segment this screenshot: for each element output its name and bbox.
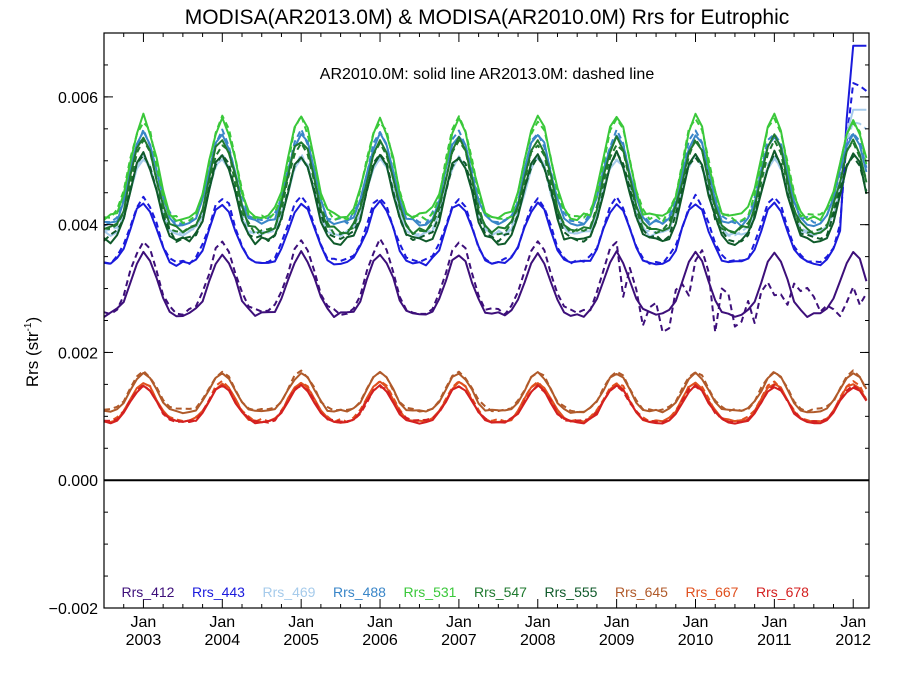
x-tick-month: Jan bbox=[131, 614, 157, 631]
legend-entry-rrs-443: Rrs_443 bbox=[192, 584, 245, 600]
legend-entry-rrs-469: Rrs_469 bbox=[263, 584, 316, 600]
x-tick-year: 2010 bbox=[678, 632, 714, 649]
y-axis-label-end: ) bbox=[23, 317, 42, 323]
series-line-rrs-645-dashed bbox=[103, 369, 868, 413]
x-axis: Jan2003Jan2004Jan2005Jan2006Jan2007Jan20… bbox=[123, 33, 871, 649]
x-tick-month: Jan bbox=[367, 614, 393, 631]
legend-entry-rrs-678: Rrs_678 bbox=[756, 584, 809, 600]
series-lines bbox=[103, 44, 868, 425]
x-tick-year: 2006 bbox=[362, 632, 398, 649]
y-tick-label: 0.002 bbox=[58, 345, 98, 362]
series-line-rrs-547-dashed bbox=[103, 137, 868, 236]
legend-entry-rrs-645: Rrs_645 bbox=[615, 584, 668, 600]
y-axis-label: Rrs (str-1) bbox=[23, 317, 42, 387]
x-tick-month: Jan bbox=[840, 614, 866, 631]
x-tick-year: 2012 bbox=[835, 632, 871, 649]
x-tick-year: 2011 bbox=[757, 632, 792, 649]
x-tick-year: 2004 bbox=[205, 632, 241, 649]
series-line-rrs-555-dashed bbox=[103, 151, 868, 243]
x-tick-year: 2003 bbox=[126, 632, 162, 649]
x-tick-month: Jan bbox=[761, 614, 787, 631]
x-tick-month: Jan bbox=[209, 614, 235, 631]
y-axis-label-main: Rrs (str bbox=[23, 331, 42, 387]
legend-entry-rrs-488: Rrs_488 bbox=[333, 584, 386, 600]
x-tick-year: 2005 bbox=[283, 632, 319, 649]
legend-entry-rrs-547: Rrs_547 bbox=[474, 584, 527, 600]
series-line-rrs-412-solid bbox=[103, 250, 868, 318]
y-axis-label-sup: -1 bbox=[23, 322, 34, 331]
x-tick-year: 2009 bbox=[599, 632, 635, 649]
legend-entry-rrs-667: Rrs_667 bbox=[686, 584, 739, 600]
x-tick-month: Jan bbox=[446, 614, 472, 631]
y-axis: −0.002 0.000 0.002 0.004 0.006 bbox=[49, 32, 869, 618]
legend-entry-rrs-555: Rrs_555 bbox=[545, 584, 598, 600]
series-line-rrs-443-dashed bbox=[103, 82, 868, 265]
legend-entry-rrs-531: Rrs_531 bbox=[404, 584, 457, 600]
x-tick-year: 2007 bbox=[441, 632, 477, 649]
x-tick-month: Jan bbox=[288, 614, 314, 631]
y-tick-label: 0.004 bbox=[58, 218, 98, 235]
legend-entry-rrs-412: Rrs_412 bbox=[122, 584, 175, 600]
series-line-rrs-412-dashed bbox=[103, 237, 868, 334]
x-tick-year: 2008 bbox=[520, 632, 556, 649]
chart-title: MODISA(AR2013.0M) & MODISA(AR2010.0M) Rr… bbox=[185, 6, 790, 29]
x-tick-month: Jan bbox=[525, 614, 551, 631]
y-tick-label: 0.006 bbox=[58, 90, 98, 107]
x-tick-month: Jan bbox=[683, 614, 709, 631]
legend: Rrs_412 Rrs_443 Rrs_469 Rrs_488 Rrs_531 Rrs_5… bbox=[122, 584, 810, 600]
chart-annotation: AR2010.0M: solid line AR2013.0M: dashed … bbox=[320, 66, 655, 83]
y-tick-label: −0.002 bbox=[49, 601, 98, 618]
y-tick-label: 0.000 bbox=[58, 473, 98, 490]
series-line-rrs-678-dashed bbox=[103, 383, 868, 424]
x-tick-month: Jan bbox=[604, 614, 630, 631]
series-line-rrs-645-solid bbox=[103, 370, 868, 415]
